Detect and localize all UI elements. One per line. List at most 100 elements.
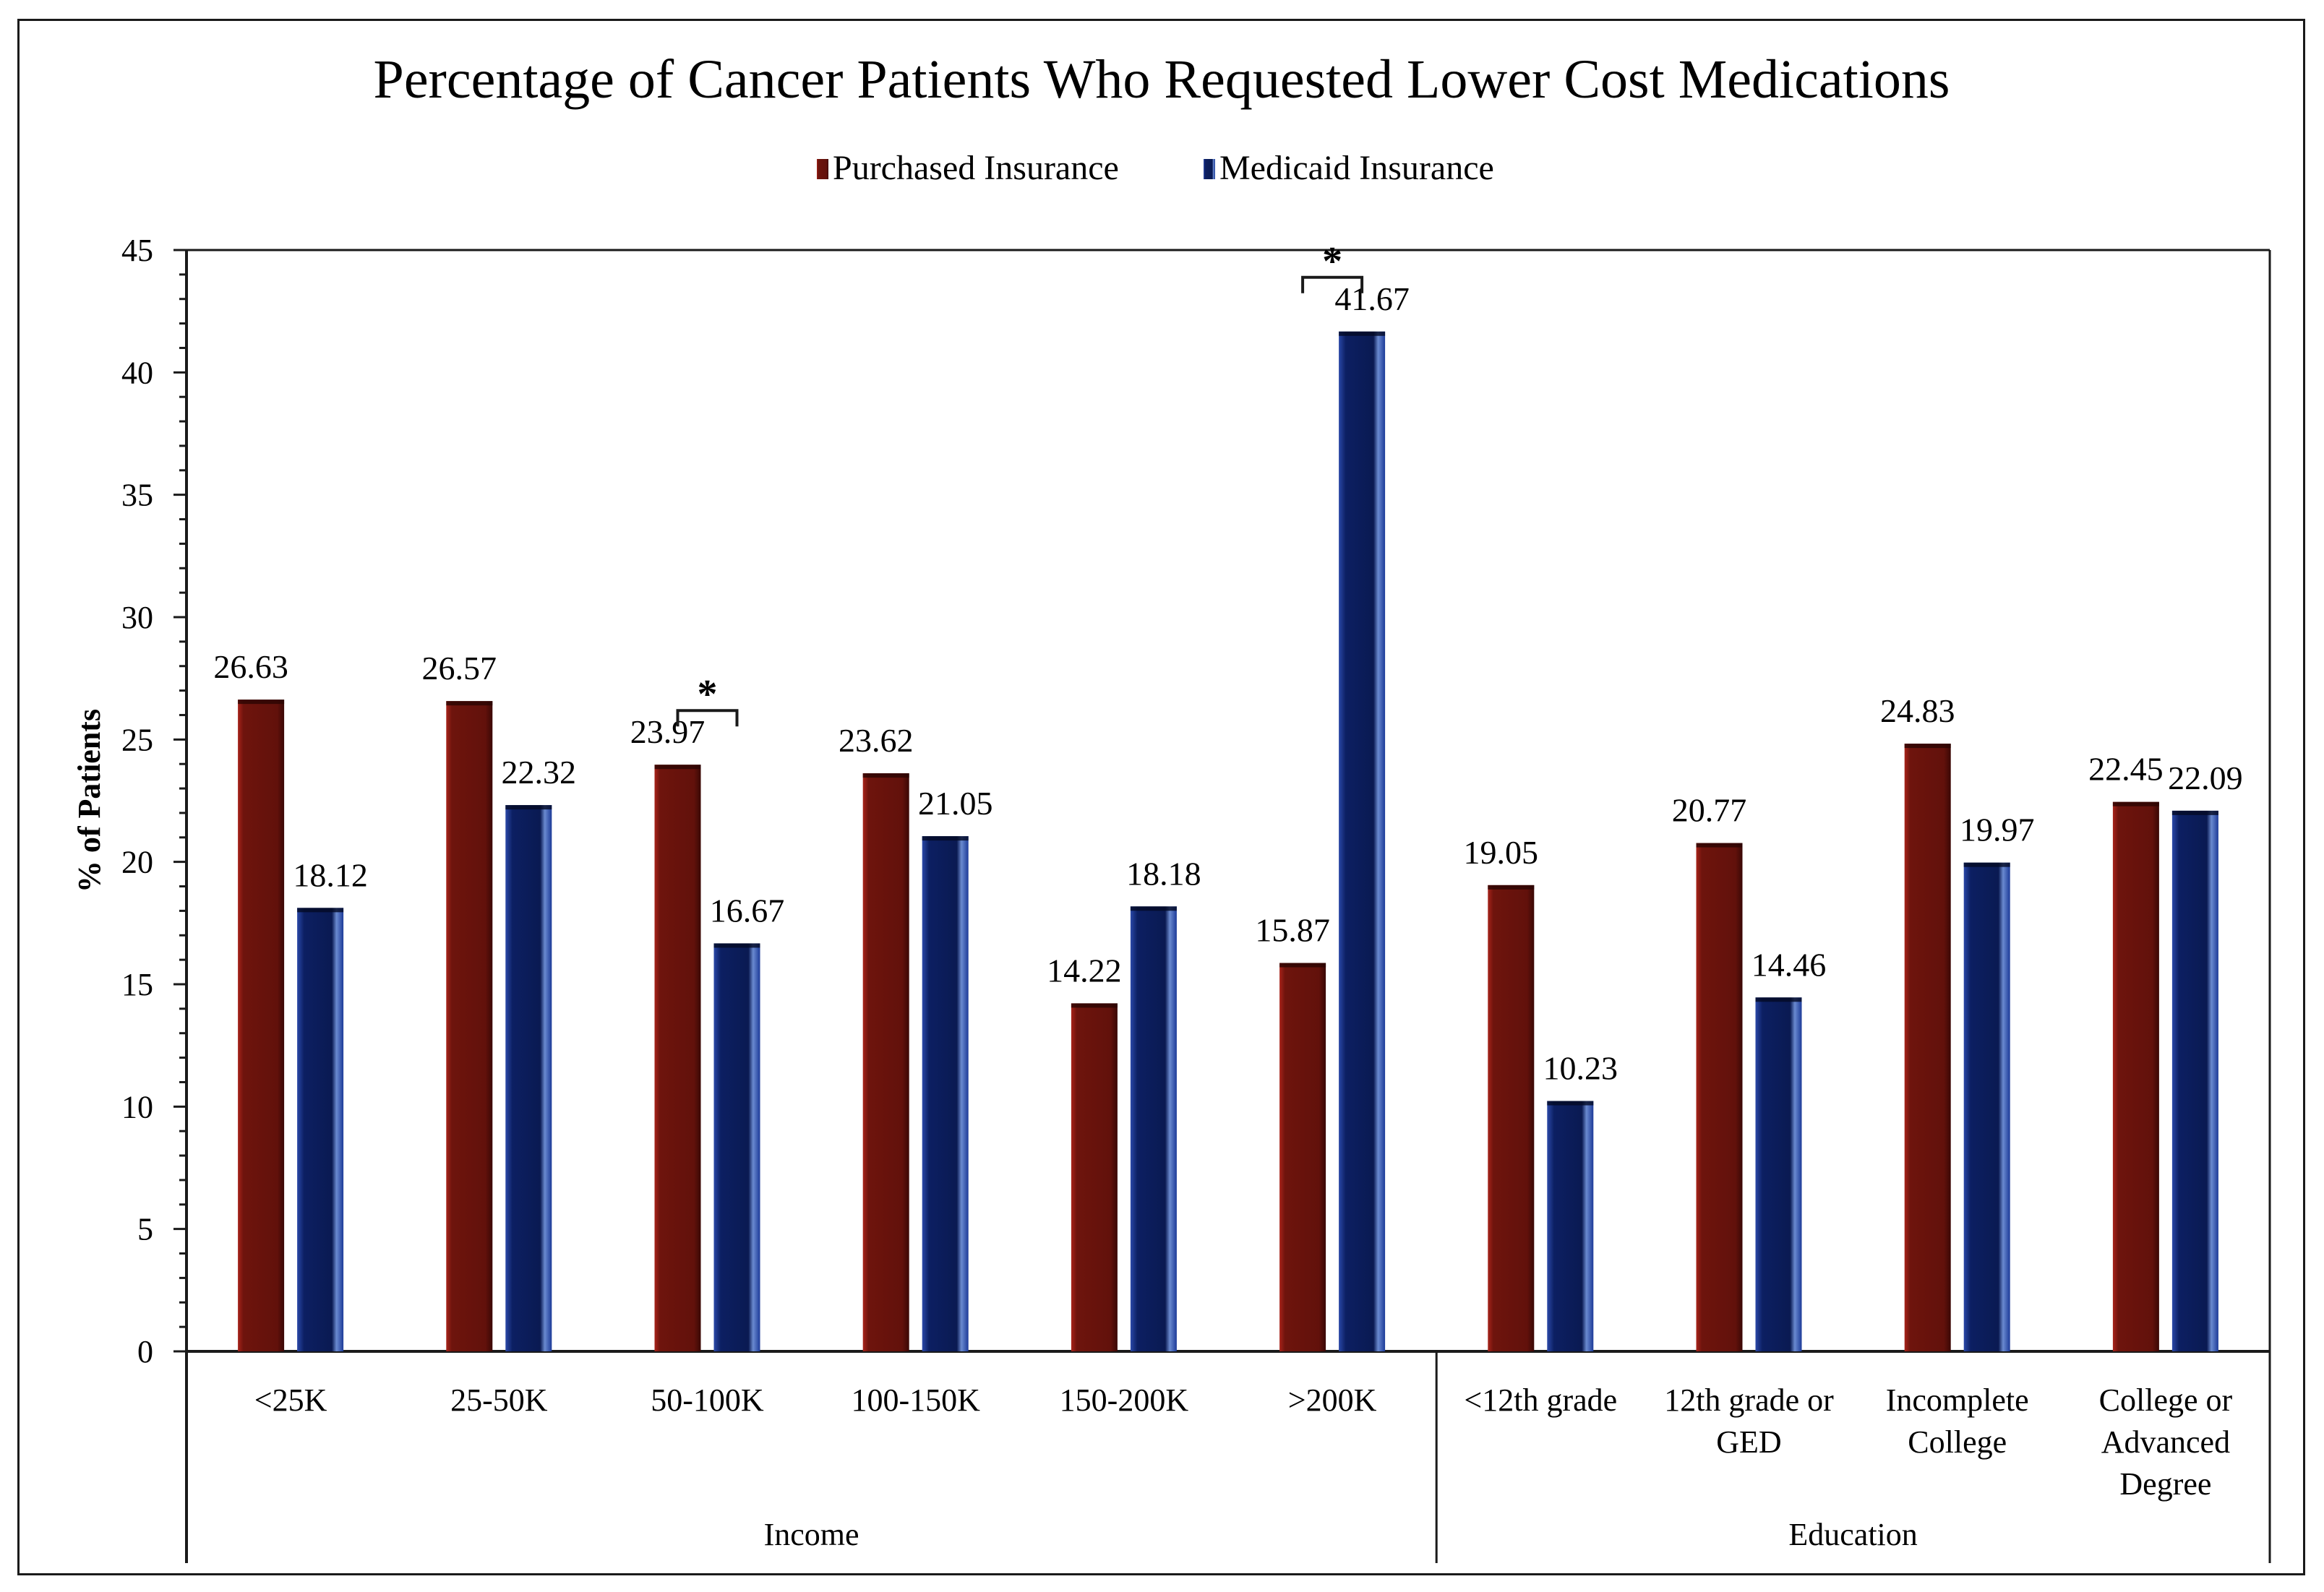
x-tick-label: 25-50K <box>450 1382 548 1418</box>
value-label: 22.45 <box>2088 751 2164 788</box>
bar-top-bevel <box>2112 801 2159 806</box>
value-label: 20.77 <box>1672 792 1747 829</box>
figure-frame <box>17 19 2305 1575</box>
x-tick-label: Advanced <box>2101 1424 2230 1460</box>
group-label-income: Income <box>764 1517 859 1552</box>
bracket-line <box>1301 275 1364 293</box>
bar-purchased <box>2112 801 2159 1351</box>
bar-top-bevel <box>1279 963 1326 968</box>
value-labels: 26.63 18.12 26.57 22.32 23.97 16.67 23.6221.05… <box>213 280 2242 1087</box>
y-tick-label: 10 <box>121 1089 153 1124</box>
value-label: 16.67 <box>710 892 785 929</box>
bar-top-bevel <box>1696 843 1743 848</box>
legend: Purchased Insurance Medicaid Insurance <box>817 149 1494 187</box>
y-tick-label: 25 <box>121 722 153 757</box>
legend-label-purchased: Purchased Insurance <box>833 149 1119 187</box>
x-tick-label: Degree <box>2119 1466 2211 1502</box>
x-tick-label: <12th grade <box>1464 1382 1617 1418</box>
bar-purchased <box>238 700 285 1351</box>
bar-purchased <box>1488 885 1535 1351</box>
y-axis-ticks: 0 5 10 15 20 25 30 35 40 45 <box>121 233 186 1369</box>
value-label: 23.97 <box>630 713 706 750</box>
bar-medicaid <box>297 908 344 1351</box>
value-label: 14.22 <box>1047 952 1122 989</box>
value-label: 22.32 <box>502 754 577 791</box>
x-tick-label: Incomplete <box>1886 1382 2029 1418</box>
significance-bracket: * <box>1301 239 1364 293</box>
y-tick-label: 20 <box>121 845 153 880</box>
bar-top-bevel <box>2171 810 2218 815</box>
bar-purchased <box>1071 1003 1118 1351</box>
group-label-education: Education <box>1788 1517 1917 1552</box>
bar-purchased <box>862 773 909 1351</box>
value-label: 23.62 <box>839 722 914 759</box>
bar-top-bevel <box>1488 885 1535 890</box>
value-label: 21.05 <box>918 785 993 822</box>
bar-medicaid <box>1547 1101 1594 1351</box>
bar-medicaid <box>922 836 969 1351</box>
bar-purchased <box>1696 843 1743 1351</box>
value-label: 18.12 <box>293 856 368 893</box>
bar-purchased <box>654 765 701 1351</box>
value-label: 26.57 <box>422 650 497 687</box>
bar-top-bevel <box>505 805 552 810</box>
x-tick-label: College <box>1908 1424 2007 1460</box>
y-tick-label: 45 <box>121 233 153 268</box>
value-label: 10.23 <box>1543 1050 1618 1087</box>
legend-swatch-medicaid <box>1204 159 1215 179</box>
bar-medicaid <box>1339 331 1386 1351</box>
bar-top-bevel <box>654 765 701 770</box>
bar-top-bevel <box>446 701 493 706</box>
bar-top-bevel <box>1963 862 2010 867</box>
bar-top-bevel <box>922 836 969 841</box>
y-tick-label: 30 <box>121 600 153 635</box>
legend-swatch-purchased <box>817 159 828 179</box>
bar-medicaid <box>1755 997 1802 1351</box>
value-label: 18.18 <box>1126 855 1201 892</box>
x-tick-label: GED <box>1716 1424 1781 1460</box>
bar-top-bevel <box>238 700 285 705</box>
significance-bracket: * <box>676 672 739 727</box>
bar-top-bevel <box>1071 1003 1118 1008</box>
x-tick-label: >200K <box>1288 1382 1377 1418</box>
significance-star: * <box>1322 239 1342 284</box>
legend-label-medicaid: Medicaid Insurance <box>1219 149 1494 187</box>
bar-purchased <box>1279 963 1326 1351</box>
y-tick-label: 35 <box>121 478 153 513</box>
bar-top-bevel <box>862 773 909 778</box>
bar-top-bevel <box>1130 906 1177 911</box>
x-tick-label: College or <box>2099 1382 2233 1418</box>
value-label: 24.83 <box>1880 692 1955 729</box>
value-label: 41.67 <box>1334 280 1410 317</box>
x-tick-label: 12th grade or <box>1664 1382 1834 1418</box>
axes <box>185 249 2271 1563</box>
x-tick-label: 100-150K <box>851 1382 980 1418</box>
value-label: 15.87 <box>1255 912 1330 949</box>
bar-top-bevel <box>713 943 760 948</box>
value-label: 22.09 <box>2168 760 2243 796</box>
bar-top-bevel <box>297 908 344 913</box>
bar-medicaid <box>2171 810 2218 1351</box>
bracket-line <box>676 709 739 727</box>
value-label: 19.97 <box>1960 812 2035 848</box>
value-label: 19.05 <box>1464 834 1539 871</box>
bar-medicaid <box>713 943 760 1351</box>
bar-top-bevel <box>1755 997 1802 1002</box>
y-tick-label: 15 <box>121 967 153 1002</box>
y-tick-label: 0 <box>137 1334 153 1369</box>
bar-top-bevel <box>1547 1101 1594 1106</box>
x-tick-label: 150-200K <box>1060 1382 1189 1418</box>
y-axis-title: % of Patients <box>72 709 107 892</box>
value-label: 14.46 <box>1751 946 1827 983</box>
bar-medicaid <box>505 805 552 1351</box>
bar-top-bevel <box>1339 331 1386 336</box>
bars <box>238 331 2218 1351</box>
bar-purchased <box>446 701 493 1351</box>
x-tick-label: <25K <box>254 1382 327 1418</box>
bar-top-bevel <box>1904 744 1951 749</box>
x-axis-labels: Income Education <25K 25-50K 50-100K 100-150K… <box>254 1382 2233 1552</box>
y-tick-label: 5 <box>137 1212 153 1247</box>
bar-medicaid <box>1130 906 1177 1351</box>
value-label: 26.63 <box>213 648 288 685</box>
